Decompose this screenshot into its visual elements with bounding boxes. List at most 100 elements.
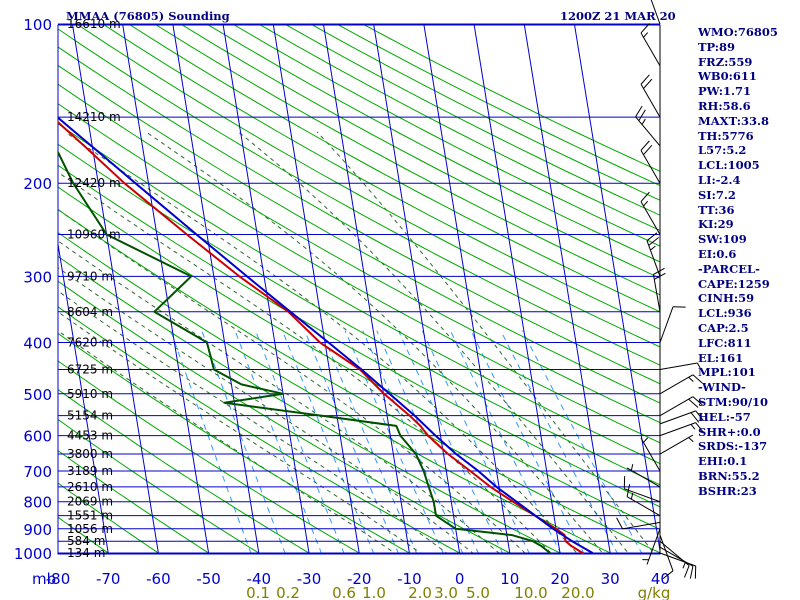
- height-label: 12420 m: [67, 176, 121, 190]
- wind-barb: [659, 362, 704, 375]
- temperature-profile: [58, 100, 585, 554]
- wind-barb-half-feather: [630, 464, 634, 471]
- wind-barb-feather: [635, 105, 643, 118]
- wind-barb: [646, 232, 661, 277]
- pressure-tick-label: 500: [23, 386, 52, 404]
- mixing-ratio-lines: [170, 330, 643, 554]
- wind-barb-half-feather: [688, 376, 694, 382]
- pressure-tick-label: 900: [23, 521, 52, 539]
- wind-barb-staff: [626, 467, 661, 488]
- wind-barb: [623, 476, 661, 503]
- wind-barb-half-feather: [643, 200, 649, 207]
- wind-barb-half-feather: [650, 245, 656, 251]
- wind-barb-feather: [616, 517, 624, 530]
- wind-barb-staff: [626, 496, 661, 517]
- temperature-tick-label: 30: [601, 570, 620, 588]
- dry-adiabat: [129, 25, 660, 313]
- wind-barb-feather: [653, 267, 665, 275]
- stability-index-item: -WIND-: [698, 380, 746, 395]
- height-label: 1056 m: [67, 522, 113, 536]
- mixing-ratio-line: [281, 330, 375, 554]
- wind-barb-half-feather: [643, 32, 649, 38]
- stability-index-item: BRN:55.2: [698, 468, 760, 483]
- observation-time: 1200Z 21 MAR 20: [560, 9, 676, 23]
- height-label: 9710 m: [67, 269, 113, 283]
- height-label: 16610 m: [67, 17, 121, 31]
- isotherm-isobar-grid: [57, 23, 661, 555]
- temperature-tick-label: -80: [46, 570, 71, 588]
- stability-index-item: STM:90/10: [698, 394, 769, 409]
- height-label: 134 m: [67, 546, 105, 560]
- mixing-ratio-label: 3.0: [434, 584, 458, 600]
- wind-barb-staff: [659, 422, 696, 437]
- dry-adiabat: [58, 360, 362, 554]
- dry-adiabat: [58, 482, 161, 554]
- height-label: 6725 m: [67, 363, 113, 377]
- stability-index-item: CAPE:1259: [698, 276, 770, 291]
- isotherm: [222, 25, 310, 554]
- isotherm: [122, 25, 210, 554]
- wind-barb-feather: [692, 396, 703, 406]
- mixing-ratio-line: [521, 330, 643, 554]
- wind-barb-feather: [643, 144, 653, 155]
- stability-index-item: LCL:1005: [698, 158, 760, 173]
- height-label: 14210 m: [67, 110, 121, 124]
- wind-barb-feather: [662, 570, 674, 580]
- height-label: 10960 m: [67, 228, 121, 242]
- isotherm: [72, 25, 160, 554]
- dry-adiabat: [58, 28, 660, 366]
- sounding-profiles: [58, 100, 594, 554]
- isotherm: [373, 25, 461, 554]
- mixing-ratio-label: 0.6: [332, 584, 356, 600]
- mixing-ratio-line: [170, 330, 252, 554]
- dry-adiabat: [58, 516, 111, 554]
- dry-adiabat: [58, 418, 262, 554]
- height-label: 3189 m: [67, 464, 113, 478]
- stability-index-item: TT:36: [698, 202, 735, 217]
- mixing-ratio-line: [344, 330, 445, 554]
- stability-index-item: RH:58.6: [698, 98, 751, 113]
- temperature-tick-label: -50: [196, 570, 221, 588]
- mixing-ratio-label: 0.1: [246, 584, 270, 600]
- wind-barb-staff: [640, 201, 661, 235]
- stability-index-item: KI:29: [698, 217, 734, 232]
- mixing-ratio-line: [201, 330, 286, 554]
- isotherm: [172, 25, 260, 554]
- wind-barb: [659, 422, 704, 437]
- stability-index-item: CAP:2.5: [698, 320, 749, 335]
- wind-barb: [642, 528, 661, 565]
- wind-barb: [640, 74, 661, 118]
- temperature-tick-label: 40: [651, 570, 670, 588]
- wind-barb: [659, 306, 686, 343]
- wind-barb-feather: [640, 140, 650, 151]
- stability-index-item: MPL:101: [698, 365, 756, 380]
- stability-index-item: SRDS:-137: [698, 439, 768, 454]
- height-label: 4453 m: [67, 429, 113, 443]
- wind-barb: [640, 140, 661, 184]
- wind-barb-staff: [640, 437, 661, 472]
- dry-adiabat: [58, 255, 564, 554]
- wind-barb-feather: [638, 109, 646, 121]
- temperature-tick-label: -60: [146, 570, 171, 588]
- isotherm: [423, 25, 511, 554]
- wind-barb-staff: [622, 521, 661, 530]
- mixing-ratio-line: [398, 330, 504, 554]
- stability-index-item: -PARCEL-: [698, 261, 760, 276]
- mixing-ratio-label: 0.2: [276, 584, 300, 600]
- wind-barb-feather: [696, 362, 704, 375]
- wind-barb-half-feather: [643, 437, 649, 443]
- dry-adiabat: [207, 25, 660, 263]
- mixing-ratio-label: 1.0: [362, 584, 386, 600]
- wind-barb: [659, 410, 704, 425]
- dry-adiabat: [58, 450, 212, 554]
- dry-adiabat: [233, 25, 660, 247]
- dry-adiabat: [58, 332, 413, 554]
- wind-barb-feather: [646, 232, 658, 242]
- isotherm: [523, 25, 611, 554]
- wind-barb: [650, 0, 661, 25]
- wind-barb-staff: [659, 410, 696, 425]
- stability-index-item: HEL:-57: [698, 409, 751, 424]
- wind-barb-half-feather: [641, 118, 646, 125]
- isotherm: [58, 241, 109, 554]
- sounding-title: MMAA (76805) Sounding: [66, 9, 230, 23]
